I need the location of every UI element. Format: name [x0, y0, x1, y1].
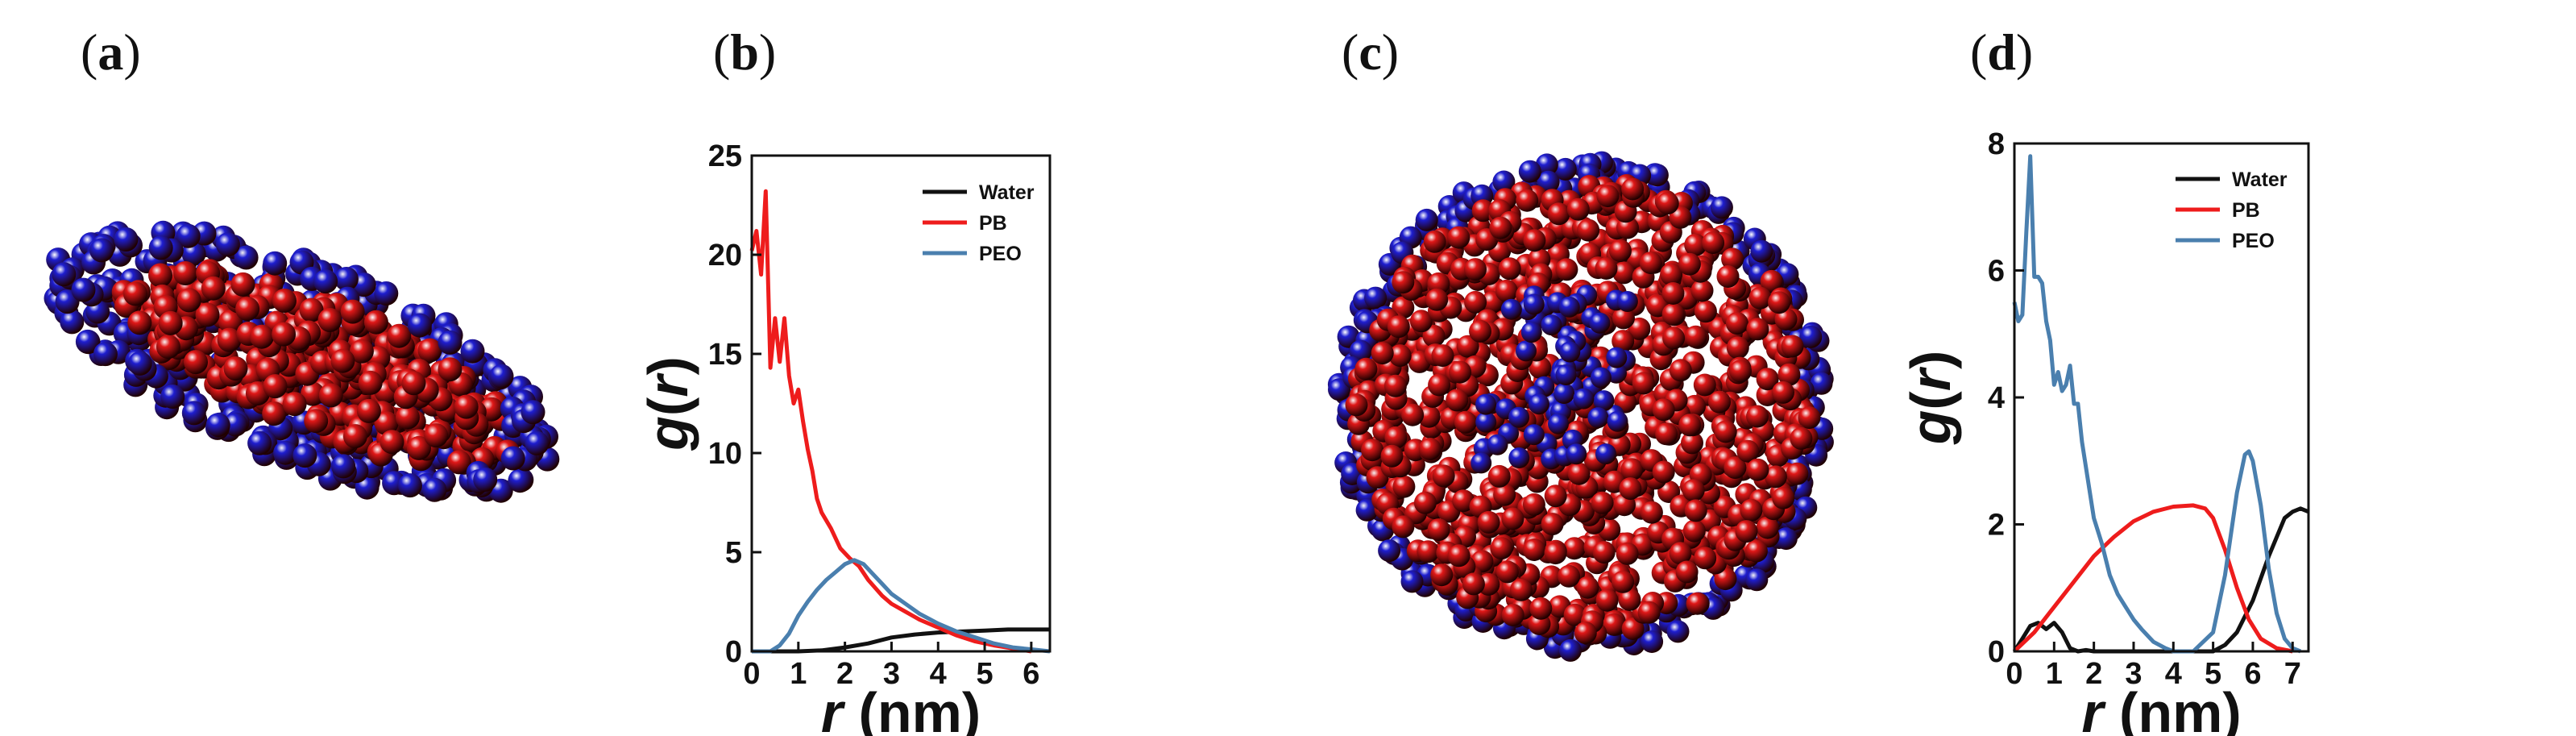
x-tick-label: 6: [2244, 657, 2261, 691]
legend-label-pb: PB: [979, 212, 1007, 235]
series-line-peo: [2012, 154, 2302, 654]
x-tick-label: 7: [2284, 657, 2301, 691]
legend-label-pb: PB: [2232, 199, 2260, 222]
series-line-pb: [749, 189, 1032, 654]
y-tick-label: 5: [725, 536, 742, 570]
x-tick-label: 3: [883, 657, 900, 691]
plot-frame: [750, 154, 1052, 653]
x-tick-label: 2: [836, 657, 853, 691]
y-axis-title: g(r): [1899, 351, 1962, 446]
x-axis-title: r (nm): [821, 681, 981, 736]
panel-label-d-letter: d: [1987, 23, 2016, 81]
x-tick-label: 4: [2165, 657, 2182, 691]
legend-label-water: Water: [979, 181, 1035, 204]
y-tick-label: 2: [1988, 509, 2005, 543]
x-tick-label: 2: [2085, 657, 2102, 691]
y-tick-label: 8: [1988, 127, 2005, 161]
y-axis-title: g(r): [637, 356, 699, 451]
panel-label-b-letter: b: [730, 23, 759, 81]
y-tick-label: 4: [1988, 381, 2005, 415]
panel-label-a-letter: a: [97, 23, 124, 81]
x-axis-title: r (nm): [2081, 681, 2241, 736]
plot-frame: [2013, 142, 2310, 653]
panel-label-b: (b): [713, 23, 777, 81]
series-line-peo: [752, 558, 1051, 654]
y-tick-label: 6: [1988, 255, 2005, 289]
y-tick-label: 0: [1988, 635, 2005, 669]
x-tick-label: 5: [976, 657, 993, 691]
panel-label-d: (d): [1970, 23, 2034, 81]
x-tick-label: 6: [1023, 657, 1039, 691]
legend-label-peo: PEO: [2232, 230, 2275, 252]
x-tick-label: 0: [743, 657, 760, 691]
x-tick-label: 5: [2205, 657, 2221, 691]
x-tick-label: 1: [2046, 657, 2063, 691]
legend-label-peo: PEO: [979, 243, 1022, 265]
y-tick-label: 10: [708, 437, 742, 471]
series-line-pb: [2013, 503, 2293, 654]
y-tick-label: 15: [708, 338, 742, 372]
x-tick-label: 3: [2125, 657, 2142, 691]
panel-label-a: (a): [81, 23, 141, 81]
y-tick-label: 20: [708, 239, 742, 272]
panel-label-c: (c): [1342, 23, 1400, 81]
panel-label-c-letter: c: [1359, 23, 1382, 81]
x-tick-label: 1: [790, 657, 807, 691]
legend-label-water: Water: [2232, 168, 2288, 191]
y-tick-label: 0: [725, 635, 742, 669]
y-tick-label: 25: [708, 139, 742, 173]
x-tick-label: 0: [2006, 657, 2022, 691]
x-tick-label: 4: [930, 657, 947, 691]
